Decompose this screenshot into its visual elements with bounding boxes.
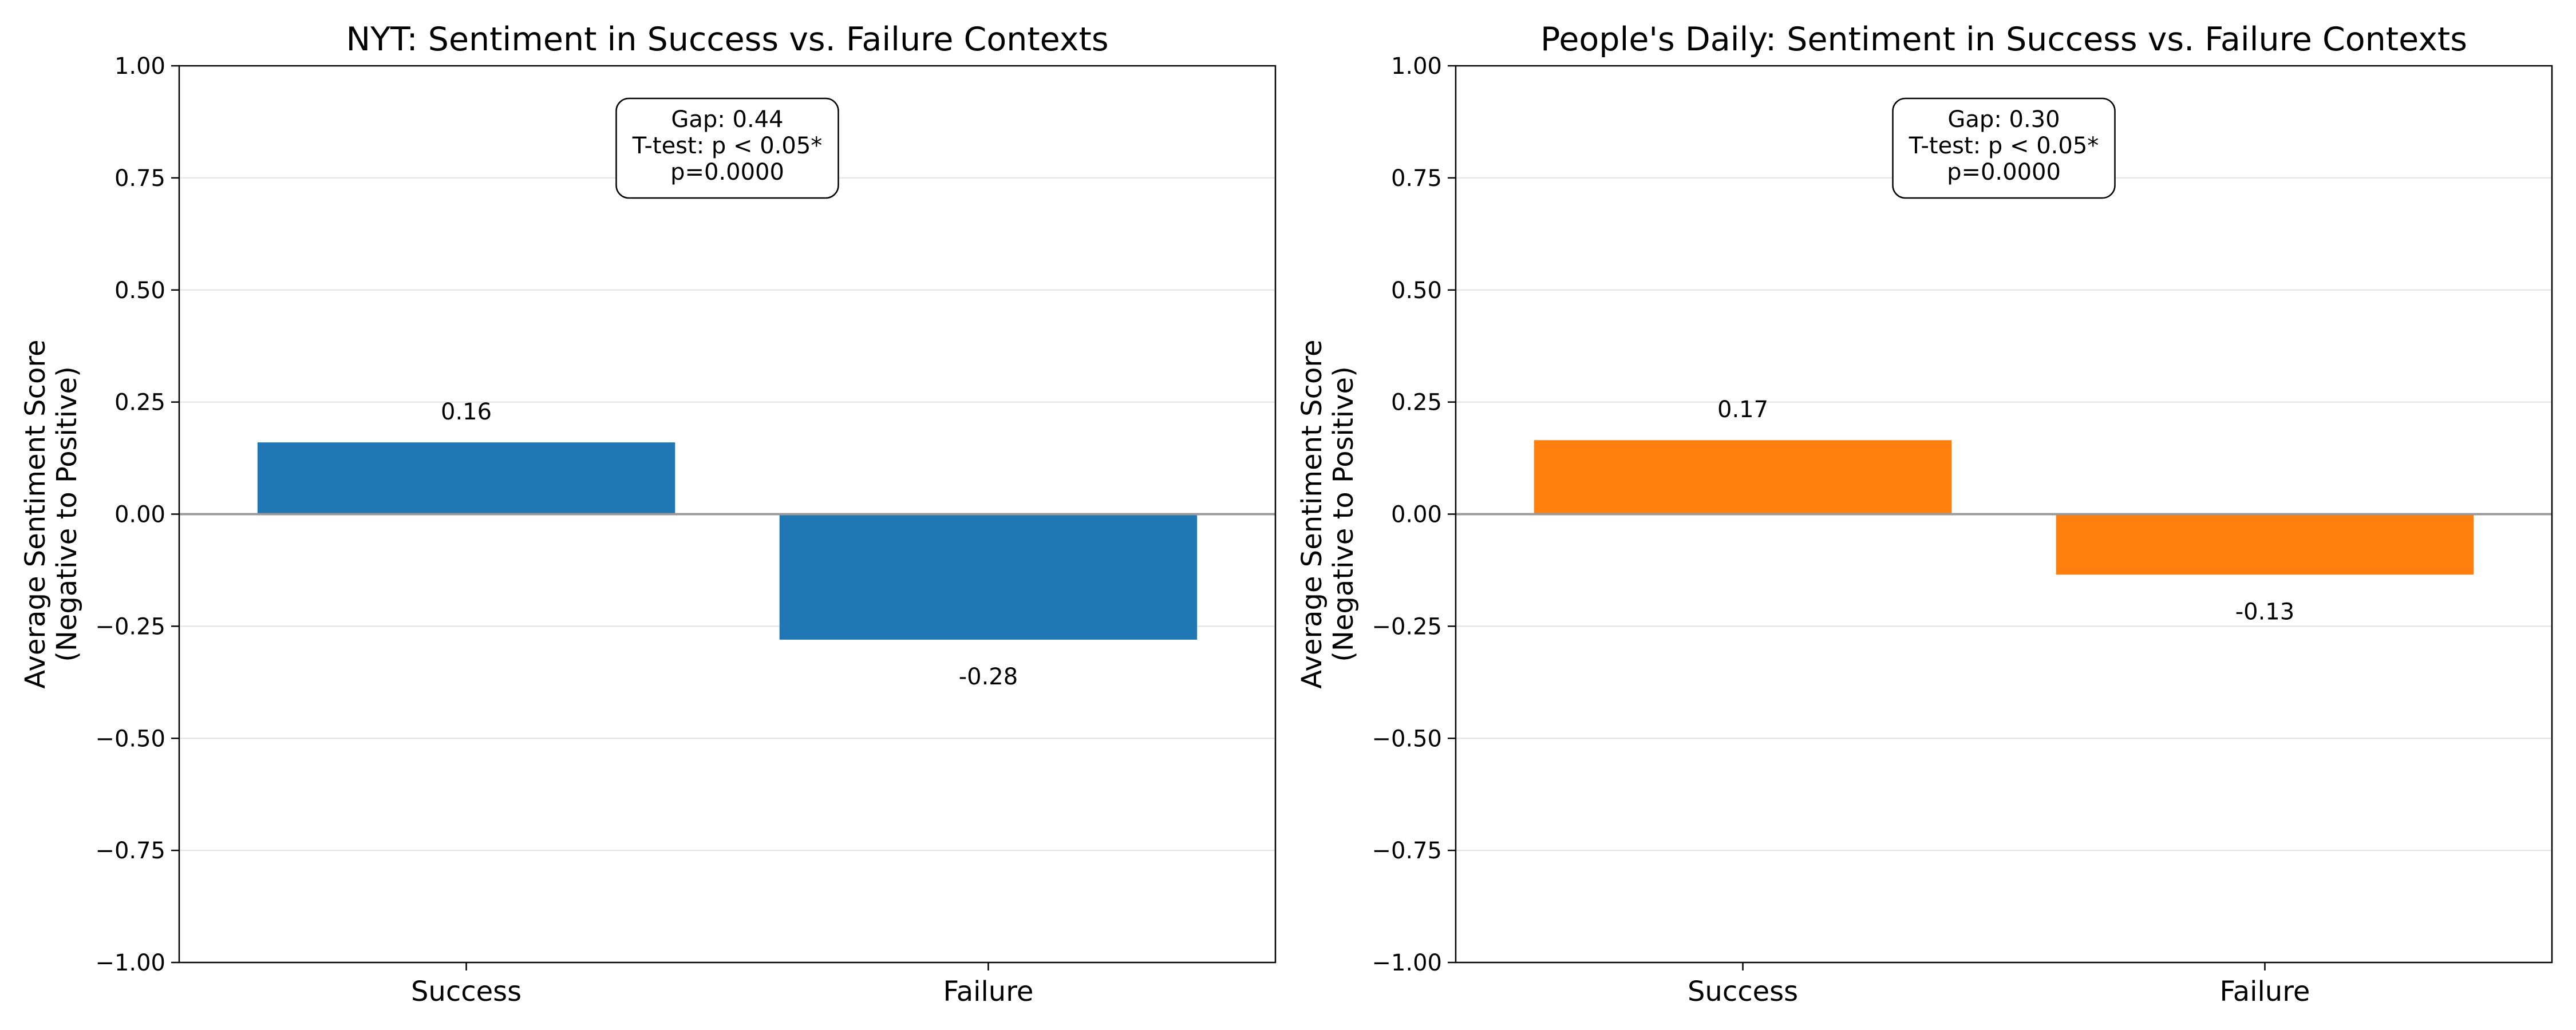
data-label: 0.16	[441, 399, 492, 425]
y-tick-label: 0.75	[114, 165, 165, 192]
y-tick-label: 1.00	[114, 53, 165, 80]
y-tick-label: 0.50	[114, 278, 165, 304]
data-label: -0.13	[2235, 599, 2295, 625]
x-tick-label: Success	[411, 976, 521, 1008]
bar-failure	[2056, 514, 2474, 575]
annotation-line: p=0.0000	[670, 159, 784, 185]
annotation-box	[1892, 97, 2116, 199]
y-tick-label: −0.75	[95, 838, 165, 864]
data-label: -0.28	[959, 664, 1018, 690]
y-axis-label-line2: (Negative to Positive)	[51, 366, 83, 662]
bar-success	[1534, 440, 1952, 514]
y-tick-label: 0.75	[1391, 165, 1442, 192]
bar-success	[257, 442, 675, 514]
x-tick-label: Failure	[2219, 976, 2310, 1008]
y-tick-label: −1.00	[1372, 950, 1442, 976]
annotation-box	[615, 97, 839, 199]
x-tick-label: Failure	[943, 976, 1033, 1008]
bar-failure	[779, 514, 1198, 640]
chart-title: People's Daily: Sentiment in Success vs.…	[1540, 21, 2467, 58]
y-axis-label: Average Sentiment Score (Negative to Posi…	[1296, 339, 1360, 688]
y-tick-label: −0.25	[1372, 613, 1442, 640]
y-tick-label: −0.25	[95, 613, 165, 640]
y-tick-label: 0.25	[114, 390, 165, 416]
y-tick-label: −1.00	[95, 950, 165, 976]
annotation-line: Gap: 0.44	[671, 106, 783, 133]
y-tick-label: 1.00	[1391, 53, 1442, 80]
chart-title: NYT: Sentiment in Success vs. Failure Co…	[346, 21, 1108, 58]
y-tick-label: 0.50	[1391, 278, 1442, 304]
annotation-line: T-test: p < 0.05*	[1909, 133, 2099, 159]
y-tick-label: 0.25	[1391, 390, 1442, 416]
x-tick-label: Success	[1688, 976, 1798, 1008]
y-axis-label-line1: Average Sentiment Score	[1296, 339, 1328, 688]
annotation-line: T-test: p < 0.05*	[632, 133, 823, 159]
y-tick-label: 0.00	[114, 502, 165, 528]
y-tick-label: −0.75	[1372, 838, 1442, 864]
y-tick-label: −0.50	[1372, 726, 1442, 752]
y-tick-label: −0.50	[95, 726, 165, 752]
annotation-line: Gap: 0.30	[1947, 106, 2060, 133]
y-axis-label-line2: (Negative to Positive)	[1327, 366, 1360, 662]
y-axis-label-line1: Average Sentiment Score	[19, 339, 52, 688]
y-axis-label: Average Sentiment Score (Negative to Posi…	[19, 339, 83, 688]
data-label: 0.17	[1717, 397, 1768, 423]
annotation-line: p=0.0000	[1947, 159, 2061, 185]
y-tick-label: 0.00	[1391, 502, 1442, 528]
